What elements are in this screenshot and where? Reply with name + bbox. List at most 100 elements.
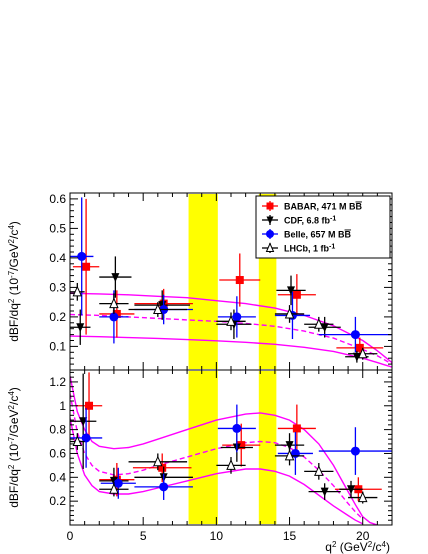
data-point: [99, 293, 129, 314]
data-point: [70, 282, 85, 301]
marker-circle: [266, 230, 274, 238]
data-point: [348, 347, 378, 360]
marker-square: [355, 343, 364, 352]
y-tick-label: 0.5: [49, 221, 66, 235]
x-axis-title: q2 (GeV2/c4): [325, 540, 390, 554]
marker-triangle-down: [320, 487, 329, 497]
marker-square: [158, 463, 167, 472]
marker-circle: [232, 423, 242, 433]
series-lhcb: [70, 282, 378, 360]
data-point: [277, 274, 316, 316]
x-tick-label: 10: [210, 529, 224, 543]
marker-square: [82, 262, 91, 271]
legend-label: Belle, 657 M BB: [284, 230, 352, 240]
marker-triangle-up-open: [109, 297, 119, 309]
legend-box: [255, 195, 391, 259]
y-tick-label: 0.6: [49, 446, 66, 460]
marker-square: [292, 424, 301, 433]
marker-triangle-up-open: [153, 455, 163, 467]
marker-square: [85, 401, 94, 410]
marker-triangle-down: [352, 352, 361, 362]
marker-triangle-up-open: [72, 435, 83, 447]
marker-triangle-up-open: [314, 465, 324, 476]
veto-band: [188, 371, 218, 524]
marker-triangle-down: [347, 485, 356, 495]
series-lhcb: [70, 433, 378, 504]
marker-triangle-down: [266, 216, 274, 225]
data-point: [277, 404, 316, 453]
data-point: [274, 305, 305, 323]
data-point: [70, 373, 97, 469]
marker-circle: [81, 433, 91, 443]
y-tick-label: 0.4: [49, 251, 66, 265]
data-point: [128, 453, 188, 471]
marker-triangle-down: [111, 273, 120, 283]
legend-entry-lhcb: LHCb, 1 fb-1: [262, 242, 335, 254]
marker-triangle-up-open: [109, 482, 119, 494]
marker-triangle-down: [287, 286, 296, 296]
marker-circle: [350, 330, 360, 340]
series-belle: [70, 404, 392, 500]
theory-curve-lower: [70, 335, 392, 368]
theory-curve-central: [70, 393, 364, 520]
data-point: [75, 372, 103, 440]
data-point: [318, 427, 392, 475]
x-tick-label: 5: [140, 529, 147, 543]
data-point: [304, 463, 334, 480]
legend: BABAR, 471 M BB CDF, 6.8 fb-1 Belle, 657 M…: [255, 195, 391, 259]
theory-curves: [70, 292, 392, 368]
data-point: [217, 296, 256, 338]
y-tick-label: 1: [59, 399, 66, 413]
data-point: [222, 423, 261, 467]
data-point: [99, 482, 129, 497]
y-axis-title: dBF/dq2 (10-7/GeV2/c4): [7, 387, 22, 508]
data-point: [339, 480, 363, 498]
marker-triangle-up-open: [314, 318, 324, 329]
data-point: [99, 256, 132, 298]
axis-titles: dBF/dq2 (10-7/GeV2/c4) dBF/dq2 (10-7/GeV2…: [7, 221, 391, 554]
data-point: [304, 316, 334, 332]
data-point: [128, 302, 188, 317]
data-point: [277, 432, 313, 475]
legend-label: LHCb, 1 fb-1: [284, 243, 335, 254]
data-point: [276, 275, 306, 306]
data-point: [219, 253, 261, 307]
marker-circle: [350, 446, 360, 456]
marker-triangle-down: [285, 441, 294, 451]
marker-square: [237, 441, 246, 450]
data-point: [348, 491, 378, 504]
marker-square: [266, 202, 274, 210]
marker-triangle-up-open: [357, 491, 368, 503]
theory-curve-lower: [70, 417, 364, 525]
data-point: [134, 290, 191, 320]
marker-circle: [77, 251, 87, 261]
data-point: [134, 473, 193, 500]
y-tick-label: 0.1: [49, 339, 66, 353]
marker-circle: [159, 482, 169, 492]
data-point: [318, 316, 392, 353]
marker-triangle-down: [320, 323, 329, 333]
theory-curve-upper: [70, 292, 392, 364]
marker-triangle-up-open: [284, 449, 295, 461]
marker-triangle-down: [76, 323, 85, 333]
marker-square: [292, 290, 301, 299]
x-tick-label: 15: [283, 529, 297, 543]
data-point: [70, 408, 103, 468]
y-tick-label: 0.8: [49, 423, 66, 437]
marker-triangle-up-open: [72, 285, 83, 297]
legend-entry-cdf: CDF, 6.8 fb-1: [262, 215, 336, 226]
data-point: [70, 197, 94, 316]
y-tick-label: 1.2: [49, 375, 66, 389]
y-tick-label: 0.6: [49, 192, 66, 206]
x-tick-label: 20: [356, 529, 370, 543]
legend-label: CDF, 6.8 fb-1: [284, 215, 336, 226]
data-point: [308, 483, 341, 500]
legend-label: BABAR, 471 M BB: [284, 202, 363, 212]
bottom-panel: 0.2 0.4 0.6 0.8 1 1.2 0 5 10 15 20: [49, 369, 393, 543]
y-axis-title: dBF/dq2 (10-7/GeV2/c4): [7, 221, 22, 342]
marker-square: [235, 276, 244, 285]
marker-triangle-up-open: [357, 347, 368, 359]
legend-entry-belle: Belle, 657 M BB: [262, 229, 352, 240]
marker-triangle-up-open: [284, 307, 295, 319]
marker-triangle-up-open: [265, 242, 275, 252]
